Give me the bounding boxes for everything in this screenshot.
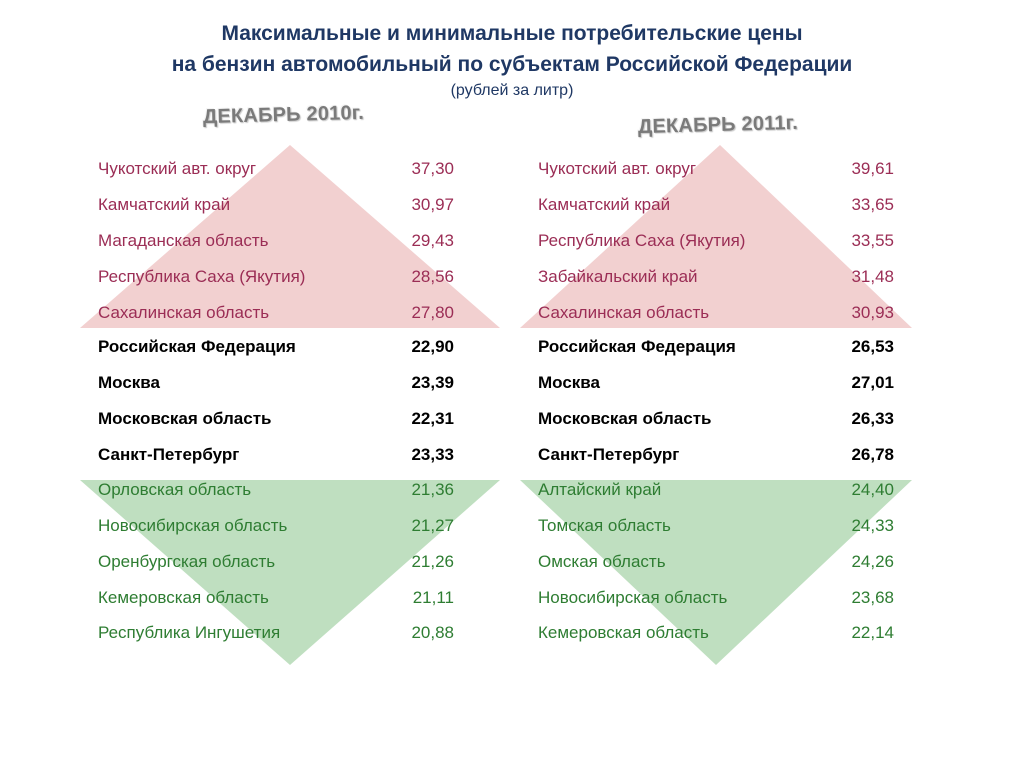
- table-row: Республика Саха (Якутия) 28,56: [98, 265, 454, 289]
- price-value: 21,27: [411, 516, 454, 535]
- table-row: Москва 27,01: [538, 371, 894, 395]
- table-row: Омская область 24,26: [538, 550, 894, 574]
- region-name: Кемеровская область: [98, 588, 269, 607]
- price-value: 28,56: [411, 267, 454, 286]
- period-label-2010: ДЕКАБРЬ 2010г.: [202, 101, 365, 129]
- down-triangle-shape: [520, 480, 912, 665]
- table-row: Московская область 22,31: [98, 407, 454, 431]
- price-value: 30,93: [851, 303, 894, 322]
- table-row: Камчатский край 33,65: [538, 193, 894, 217]
- region-name: Кемеровская область: [538, 623, 709, 642]
- table-row: Оренбургская область 21,26: [98, 550, 454, 574]
- region-name: Москва: [98, 373, 160, 392]
- table-row: Новосибирская область 23,68: [538, 586, 894, 610]
- table-row: Российская Федерация 22,90: [98, 335, 454, 359]
- price-value: 27,01: [851, 373, 894, 392]
- table-row: Кемеровская область 21,11: [98, 586, 454, 610]
- table-row: Забайкальский край 31,48: [538, 265, 894, 289]
- region-name: Оренбургская область: [98, 552, 276, 571]
- units-subtitle: (рублей за литр): [450, 82, 574, 99]
- region-name: Российская Федерация: [98, 337, 296, 356]
- table-row: Сахалинская область 30,93: [538, 301, 894, 325]
- table-row: Томская область 24,33: [538, 514, 894, 538]
- price-value: 21,26: [411, 552, 454, 571]
- price-table-2011: Чукотский авт. округ 39,61 Камчатский край…: [520, 145, 960, 675]
- price-value: 23,33: [411, 445, 454, 464]
- region-name: Санкт-Петербург: [98, 445, 240, 464]
- region-name: Республика Саха (Якутия): [98, 267, 306, 286]
- price-value: 31,48: [851, 267, 894, 286]
- price-value: 22,90: [411, 337, 454, 356]
- region-name: Орловская область: [98, 480, 252, 499]
- table-row: Орловская область 21,36: [98, 478, 454, 502]
- table-row: Республика Саха (Якутия) 33,55: [538, 229, 894, 253]
- up-triangle-shape: [80, 145, 500, 328]
- price-value: 22,14: [851, 623, 894, 642]
- page-title-line-2: на бензин автомобильный по субъектам Рос…: [171, 53, 853, 76]
- table-row: Чукотский авт. округ 39,61: [538, 157, 894, 181]
- period-label-2011: ДЕКАБРЬ 2011г.: [637, 111, 799, 139]
- region-name: Томская область: [538, 516, 671, 535]
- region-name: Республика Саха (Якутия): [538, 231, 746, 250]
- region-name: Новосибирская область: [538, 588, 728, 607]
- region-name: Московская область: [98, 409, 272, 428]
- region-name: Российская Федерация: [538, 337, 736, 356]
- price-value: 23,68: [851, 588, 894, 607]
- region-name: Республика Ингушетия: [98, 623, 281, 642]
- region-name: Москва: [538, 373, 600, 392]
- table-row: Республика Ингушетия 20,88: [98, 621, 454, 645]
- table-row: Кемеровская область 22,14: [538, 621, 894, 645]
- price-value: 22,31: [411, 409, 454, 428]
- price-value: 26,33: [851, 409, 894, 428]
- table-row: Новосибирская область 21,27: [98, 514, 454, 538]
- region-name: Чукотский авт. округ: [538, 159, 697, 178]
- price-value: 30,97: [411, 195, 454, 214]
- region-name: Новосибирская область: [98, 516, 288, 535]
- price-value: 26,53: [851, 337, 894, 356]
- up-triangle-shape: [520, 145, 912, 328]
- region-name: Московская область: [538, 409, 712, 428]
- region-name: Магаданская область: [98, 231, 269, 250]
- table-row: Магаданская область 29,43: [98, 229, 454, 253]
- table-row: Санкт-Петербург 26,78: [538, 443, 894, 467]
- table-row: Алтайский край 24,40: [538, 478, 894, 502]
- price-value: 23,39: [411, 373, 454, 392]
- triangle-background: [520, 145, 912, 665]
- table-row: Москва 23,39: [98, 371, 454, 395]
- price-value: 20,88: [411, 623, 454, 642]
- table-row: Санкт-Петербург 23,33: [98, 443, 454, 467]
- region-name: Омская область: [538, 552, 666, 571]
- price-value: 24,33: [851, 516, 894, 535]
- triangle-background: [80, 145, 500, 665]
- price-value: 24,40: [851, 480, 894, 499]
- price-value: 27,80: [411, 303, 454, 322]
- price-table-2010: Чукотский авт. округ 37,30 Камчатский край…: [80, 145, 520, 675]
- price-value: 37,30: [411, 159, 454, 178]
- price-value: 26,78: [851, 445, 894, 464]
- region-name: Камчатский край: [98, 195, 231, 214]
- price-value: 24,26: [851, 552, 894, 571]
- region-name: Алтайский край: [538, 480, 662, 499]
- region-name: Санкт-Петербург: [538, 445, 680, 464]
- price-value: 21,36: [411, 480, 454, 499]
- table-row: Чукотский авт. округ 37,30: [98, 157, 454, 181]
- price-value: 33,65: [851, 195, 894, 214]
- table-row: Московская область 26,33: [538, 407, 894, 431]
- price-value: 33,55: [851, 231, 894, 250]
- down-triangle-shape: [80, 480, 500, 665]
- region-name: Сахалинская область: [98, 303, 270, 322]
- page-title-line-1: Максимальные и минимальные потребительск…: [221, 22, 803, 45]
- region-name: Камчатский край: [538, 195, 671, 214]
- table-row: Российская Федерация 26,53: [538, 335, 894, 359]
- region-name: Забайкальский край: [538, 267, 698, 286]
- region-name: Чукотский авт. округ: [98, 159, 257, 178]
- price-value: 21,11: [412, 588, 454, 607]
- table-row: Сахалинская область 27,80: [98, 301, 454, 325]
- table-row: Камчатский край 30,97: [98, 193, 454, 217]
- price-value: 39,61: [851, 159, 894, 178]
- price-value: 29,43: [411, 231, 454, 250]
- region-name: Сахалинская область: [538, 303, 710, 322]
